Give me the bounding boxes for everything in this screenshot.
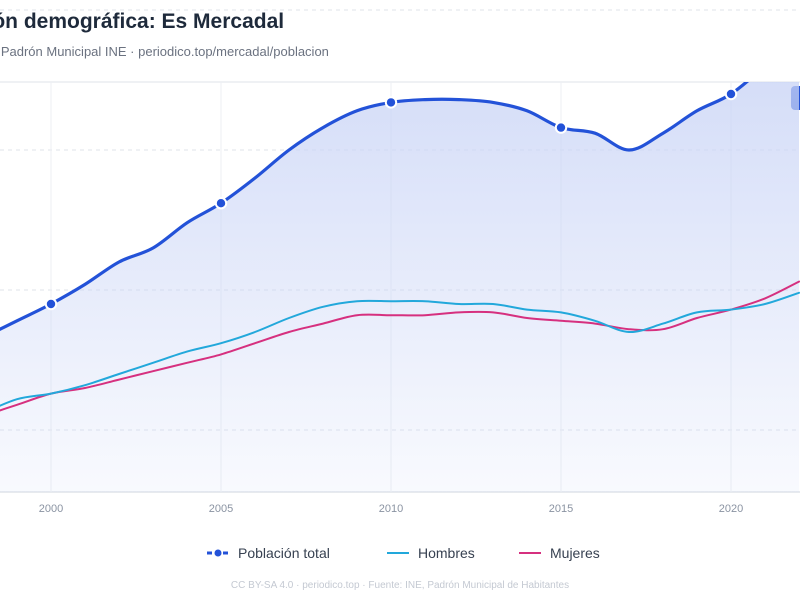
legend-label-hombres: Hombres	[418, 545, 475, 561]
series-line-hombres	[0, 291, 800, 407]
legend-swatch-mujeres	[519, 552, 541, 554]
data-point-total-2015[interactable]	[554, 121, 568, 134]
data-point-total-2020[interactable]	[724, 87, 738, 101]
x-tick-label: 2015	[549, 503, 573, 515]
legend-label-total: Población total	[238, 545, 330, 561]
line-chart: 2000 2005 2010 2015 2020	[0, 9, 800, 515]
chart-title: ución demográfica: Es Mercadal	[0, 10, 285, 33]
total-area-fill	[0, 82, 799, 492]
legend-item-hombres[interactable]: Hombres	[386, 545, 475, 561]
legend-label-mujeres: Mujeres	[550, 545, 600, 561]
x-tick-label: 2000	[39, 503, 63, 515]
x-tick-label: 2005	[209, 503, 233, 515]
data-point-total-2000[interactable]	[44, 297, 58, 311]
series-line-mujeres	[0, 280, 800, 412]
legend-item-total[interactable]: Población total	[206, 545, 330, 561]
x-tick-label: 2020	[719, 503, 743, 515]
plot-area	[0, 82, 800, 492]
legend-swatch-hombres	[387, 552, 409, 554]
legend-item-mujeres[interactable]: Mujeres	[518, 545, 600, 561]
data-point-total-2005[interactable]	[214, 197, 228, 210]
data-point-total-2010[interactable]	[384, 96, 398, 109]
legend-swatch-total	[207, 549, 229, 557]
chart-subtitle: ears · Padrón Municipal INE · periodico.…	[0, 44, 329, 59]
x-tick-label: 2010	[379, 503, 403, 515]
footer-credits: CC BY-SA 4.0 · periodico.top · Fuente: I…	[230, 580, 570, 591]
